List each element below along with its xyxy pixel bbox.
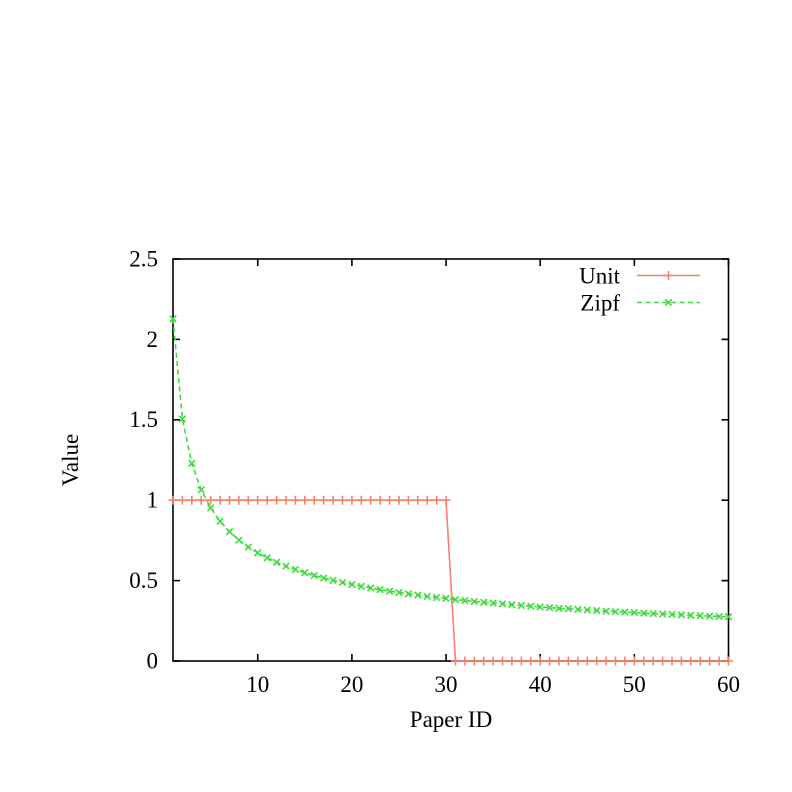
y-tick-label: 0.5 xyxy=(129,568,158,593)
legend-sample-zipf xyxy=(637,298,700,307)
y-axis-label: Value xyxy=(58,434,83,486)
y-tick-label: 2 xyxy=(147,327,159,352)
x-tick-label: 40 xyxy=(529,672,552,697)
x-tick-label: 30 xyxy=(435,672,458,697)
zipf-markers xyxy=(169,315,733,621)
y-tick-label: 1.5 xyxy=(129,407,158,432)
x-axis-label: Paper ID xyxy=(410,707,492,732)
x-tick-label: 20 xyxy=(340,672,363,697)
legend-label-zipf: Zipf xyxy=(580,291,620,316)
x-marker-icon xyxy=(664,298,673,307)
x-tick-label: 50 xyxy=(623,672,646,697)
y-tick-label: 0 xyxy=(147,649,159,674)
x-tick-label: 10 xyxy=(246,672,269,697)
y-tick-label: 2.5 xyxy=(129,246,158,271)
legend: Unit Zipf xyxy=(579,264,700,316)
zipf-series xyxy=(169,315,733,621)
zipf-line xyxy=(172,318,729,618)
unit-series xyxy=(168,495,733,666)
y-tick-label: 1 xyxy=(147,488,159,513)
x-tick-label: 60 xyxy=(717,672,740,697)
legend-label-unit: Unit xyxy=(579,264,621,289)
unit-markers xyxy=(168,495,733,666)
plus-marker-icon xyxy=(664,271,673,280)
plot-border xyxy=(172,258,730,662)
legend-sample-unit xyxy=(637,271,700,280)
